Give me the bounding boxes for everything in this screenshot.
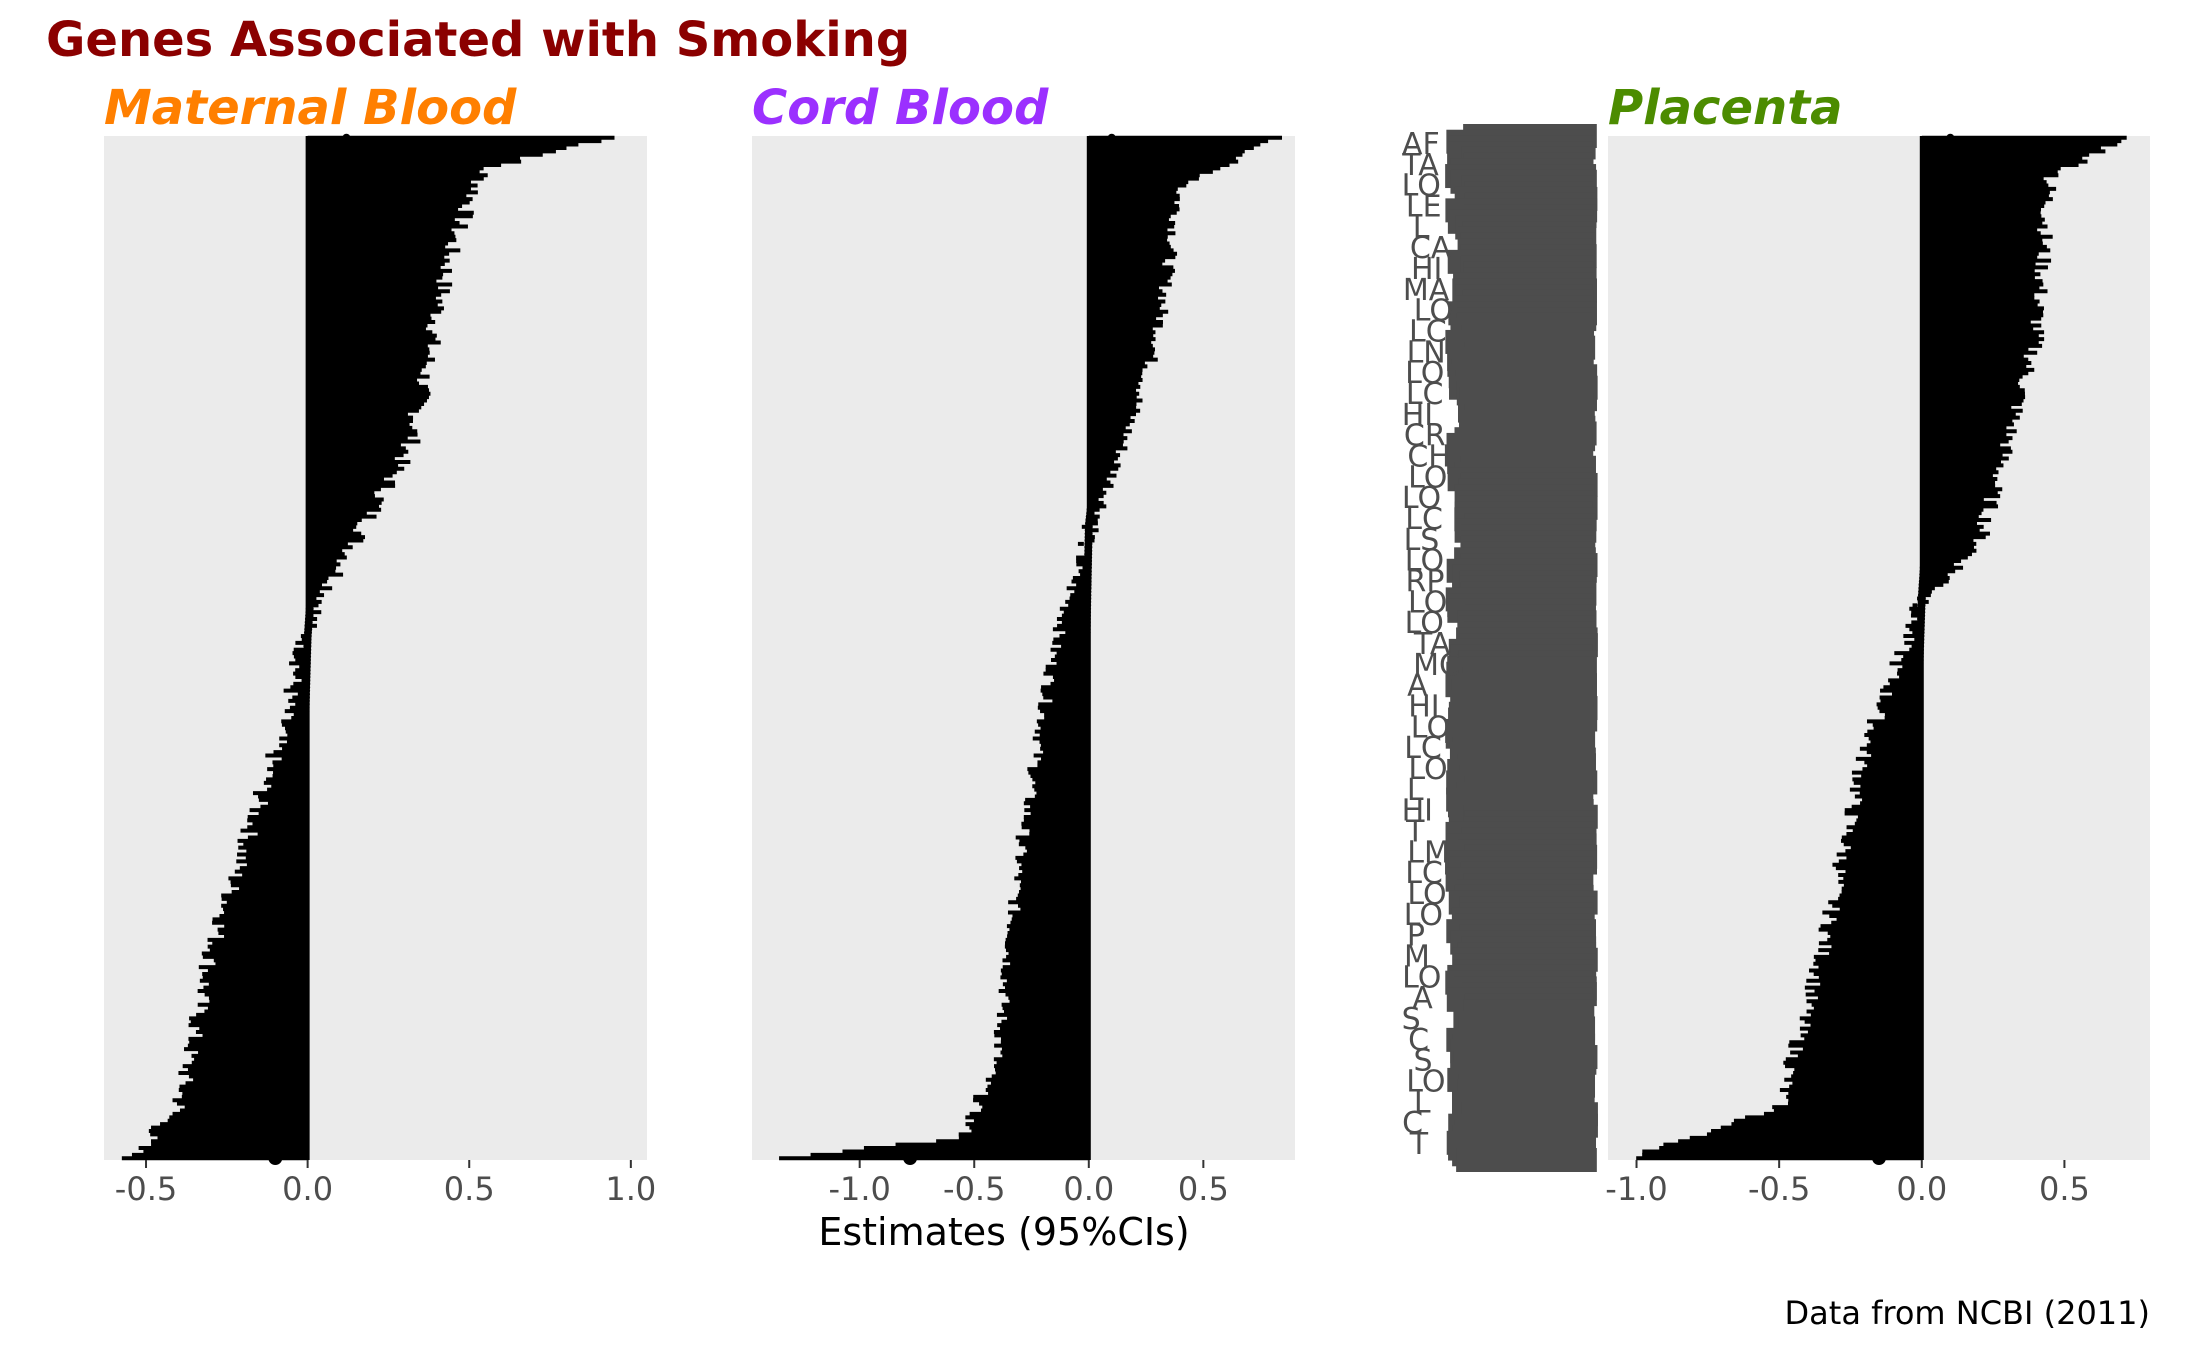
- gene-label: LO: [1405, 356, 1444, 391]
- x-axis-label: Estimates (95%CIs): [818, 1210, 1189, 1254]
- x-tick-label: -0.5: [1748, 1170, 1810, 1208]
- x-tick-label: -0.5: [943, 1170, 1005, 1208]
- gene-label: C: [1408, 1023, 1429, 1058]
- x-tick-label: 0.0: [282, 1170, 333, 1208]
- x-tick-label: 0.0: [1896, 1170, 1947, 1208]
- panel-maternal-blood: -0.5 0.0 0.5 1.0: [104, 133, 656, 1208]
- x-tick-label: 0.5: [444, 1170, 495, 1208]
- gene-label: P: [1407, 919, 1425, 954]
- caption: Data from NCBI (2011): [1785, 1294, 2150, 1332]
- x-tick-label: 0.5: [1178, 1170, 1229, 1208]
- gene-label: A: [1407, 669, 1428, 704]
- gene-label: AF: [1402, 127, 1440, 162]
- gene-label: CR: [1404, 419, 1446, 454]
- gene-label: TA: [1401, 148, 1439, 183]
- gene-label: LC: [1405, 856, 1443, 891]
- panel-title-maternal-blood: Maternal Blood: [104, 80, 517, 136]
- x-tick-label: -1.0: [828, 1170, 890, 1208]
- panel-placenta: -1.0 -0.5 0.0 0.5: [1605, 133, 2150, 1208]
- gene-label: LO: [1414, 294, 1453, 329]
- gene-label: LO: [1402, 960, 1441, 995]
- panel-cord-blood: -1.0 -0.5 0.0 0.5: [752, 133, 1295, 1208]
- gene-label: LN: [1407, 335, 1446, 370]
- gene-label-column: AFTALOLELCAHIMALOLCLNLOLCHICRCHLOLOLCLSL…: [1401, 124, 1598, 1172]
- gene-label: MA: [1403, 273, 1450, 308]
- gene-label: HI: [1411, 252, 1442, 287]
- gene-label: CA: [1410, 231, 1452, 266]
- gene-label: LO: [1411, 710, 1450, 745]
- gene-label: MC: [1413, 648, 1460, 683]
- gene-label: LC: [1409, 315, 1447, 350]
- gene-label: LO: [1408, 460, 1447, 495]
- estimate-point: [1002, 1147, 1011, 1156]
- gene-label: LO: [1404, 898, 1443, 933]
- panel-title-cord-blood: Cord Blood: [752, 80, 1049, 136]
- gene-label: LC: [1406, 377, 1444, 412]
- gene-label: LO: [1407, 877, 1446, 912]
- gene-label: LO: [1405, 544, 1444, 579]
- panel-title-placenta: Placenta: [1608, 80, 1843, 136]
- estimate-point: [1872, 1151, 1886, 1165]
- gene-label: T: [1405, 815, 1425, 850]
- gene-label-glyphs: [1456, 1148, 1597, 1172]
- x-tick-label: 0.0: [1063, 1170, 1114, 1208]
- gene-label: LO: [1402, 169, 1441, 204]
- gene-label: LO: [1405, 606, 1444, 641]
- gene-label: LC: [1404, 731, 1442, 766]
- gene-label: LM: [1407, 835, 1450, 870]
- gene-label: A: [1412, 981, 1433, 1016]
- gene-label: M: [1404, 940, 1430, 975]
- gene-label: LE: [1406, 190, 1442, 225]
- gene-label: HI: [1402, 398, 1433, 433]
- x-tick-label: -1.0: [1605, 1170, 1667, 1208]
- gene-label-overplot: [1445, 124, 1598, 1172]
- gene-label: L: [1407, 773, 1424, 808]
- chart-title: Genes Associated with Smoking: [46, 12, 910, 68]
- gene-label: TA: [1413, 627, 1451, 662]
- estimate-point: [1050, 1144, 1059, 1153]
- gene-label: S: [1413, 1044, 1432, 1079]
- estimate-point: [954, 1150, 963, 1159]
- panels-group: -0.5 0.0 0.5 1.0 -1.0 -0.5 0.0 0.5 -1.0 -0.5 0.0 0.…: [104, 133, 2150, 1208]
- x-tick-label: 1.0: [605, 1170, 656, 1208]
- estimate-point: [268, 1151, 283, 1165]
- gene-label: C: [1402, 1106, 1423, 1141]
- gene-label: LC: [1405, 502, 1443, 537]
- gene-label: RP: [1406, 565, 1445, 600]
- gene-label: LO: [1408, 585, 1447, 620]
- gene-label: T: [1409, 1127, 1429, 1162]
- gene-label: L: [1414, 1085, 1431, 1120]
- x-tick-label: -0.5: [115, 1170, 177, 1208]
- gene-label: HI: [1402, 794, 1433, 829]
- gene-label: LO: [1408, 752, 1447, 787]
- x-tick-label: 0.5: [2039, 1170, 2090, 1208]
- gene-label: LS: [1404, 523, 1440, 558]
- gene-label: S: [1402, 1002, 1421, 1037]
- gene-label: LO: [1406, 1065, 1445, 1100]
- gene-label: L: [1413, 210, 1430, 245]
- estimate-point: [903, 1151, 918, 1165]
- gene-label: CH: [1407, 440, 1451, 475]
- gene-label: LO: [1402, 481, 1441, 516]
- gene-label: HI: [1408, 690, 1439, 725]
